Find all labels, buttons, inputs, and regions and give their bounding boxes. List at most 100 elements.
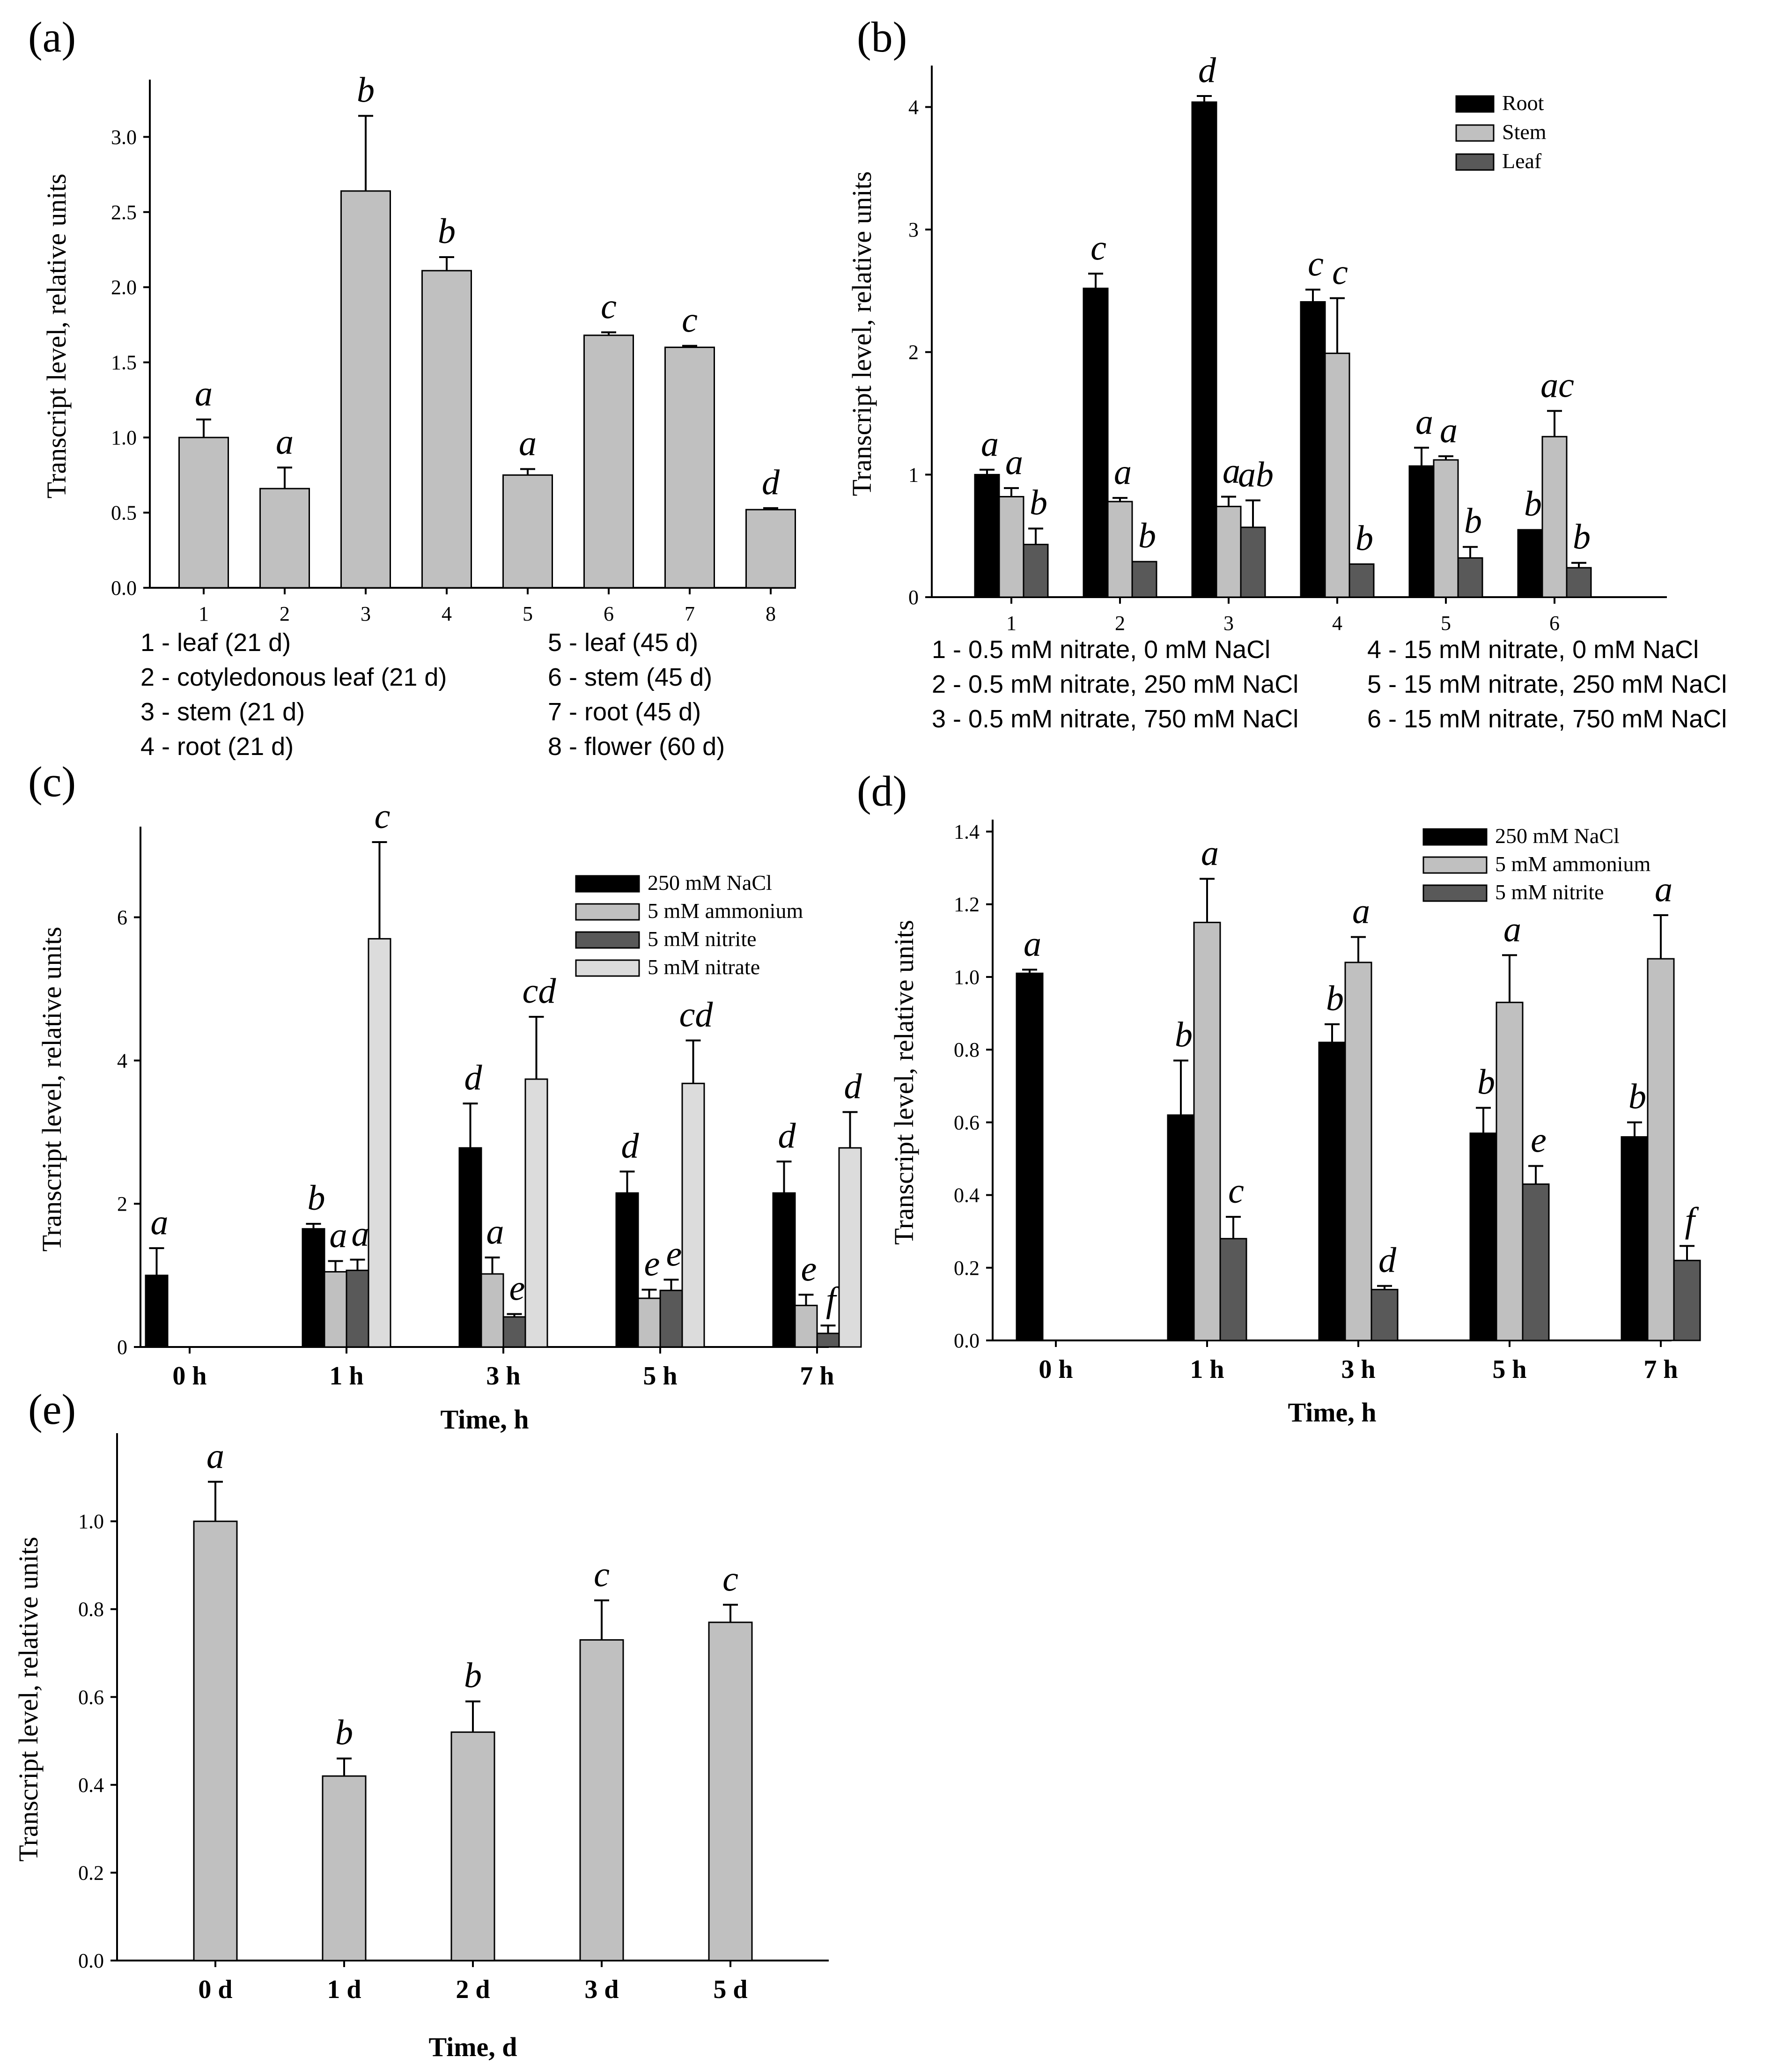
significance-letter: c: [1308, 244, 1324, 283]
y-tick-label: 0.8: [78, 1598, 104, 1621]
significance-letter: cd: [679, 995, 714, 1035]
y-tick-label: 2: [117, 1192, 127, 1215]
bar-b-stem-2: [1216, 505, 1242, 598]
bar-c-5-mm-nitrite-1: [346, 1269, 369, 1348]
y-tick-label: 4: [117, 1049, 127, 1072]
significance-letter: a: [1655, 870, 1672, 909]
x-tick-label: 0 d: [198, 1975, 232, 2004]
category-note: 5 - 15 mM nitrate, 250 mM NaCl: [1367, 670, 1727, 698]
bar-b-stem-5: [1541, 436, 1568, 598]
legend-label: 5 mM ammonium: [1495, 852, 1650, 876]
significance-letter: b: [1138, 516, 1156, 555]
significance-letter: e: [644, 1244, 660, 1284]
x-tick-label: 8: [766, 602, 776, 625]
category-note: 2 - cotyledonous leaf (21 d): [140, 663, 447, 691]
x-tick-label: 1 h: [329, 1362, 363, 1391]
x-tick-label: 4: [1332, 612, 1342, 635]
significance-letter: ab: [1238, 455, 1274, 494]
bar-c-250-mm-nacl-1: [302, 1228, 325, 1348]
legend-swatch: [575, 931, 640, 949]
category-note: 3 - 0.5 mM nitrate, 750 mM NaCl: [932, 705, 1298, 733]
significance-letter: b: [1175, 1015, 1193, 1054]
significance-letter: d: [1378, 1241, 1397, 1280]
legend-swatch: [1422, 828, 1488, 846]
y-tick-label: 1: [908, 463, 919, 486]
bar-b-leaf-4: [1457, 557, 1483, 598]
legend-swatch: [575, 959, 640, 977]
category-notes: 1 - leaf (21 d) 2 - cotyledonous leaf (21…: [140, 629, 725, 761]
bar-c-5-mm-nitrite-3: [659, 1289, 683, 1348]
bar-c-250-mm-nacl-2: [458, 1147, 482, 1348]
bar-d-5-mm-nitrite-3: [1522, 1183, 1550, 1341]
legend-swatch: [575, 903, 640, 921]
significance-letter: c: [682, 300, 698, 340]
significance-letter: b: [1356, 518, 1373, 558]
bar-a-series-1: [259, 488, 310, 589]
significance-letter: c: [722, 1559, 738, 1598]
category-note: 4 - 15 mM nitrate, 0 mM NaCl: [1367, 636, 1699, 664]
x-tick-label: 1: [199, 602, 209, 625]
bar-b-root-1: [1083, 288, 1109, 598]
chart-d: (d) 0.0 0.2 0.4 0.6 0.8 1.0 1.2 1.4 Transcript le…: [857, 767, 1701, 1428]
significance-letter: e: [1531, 1120, 1547, 1160]
y-axis-label: Transcript level, relative units: [889, 920, 919, 1245]
significance-letter: a: [1440, 411, 1458, 450]
significance-letter: d: [762, 463, 780, 502]
significance-letter: d: [1198, 51, 1216, 90]
bar-d-5-mm-ammonium-4: [1647, 958, 1675, 1341]
significance-letter: b: [308, 1178, 325, 1218]
legend-label: 250 mM NaCl: [648, 871, 772, 895]
bar-c-5-mm-ammonium-1: [324, 1271, 347, 1348]
bar-d-5-mm-nitrite-2: [1370, 1288, 1399, 1341]
y-tick-label: 1.2: [954, 893, 980, 916]
y-tick-label: 2.0: [111, 276, 137, 299]
significance-letter: cd: [523, 971, 557, 1011]
bar-d-5-mm-nitrite-4: [1673, 1259, 1701, 1341]
chart-a: (a) 0.0 0.5 1.0 1.5 2.0 2.5 3.0 Transcript level…: [28, 13, 796, 761]
category-note: 3 - stem (21 d): [140, 698, 305, 726]
significance-letter: a: [206, 1436, 224, 1476]
x-axis-label: Time, d: [428, 2032, 517, 2062]
legend-swatch: [1455, 153, 1495, 171]
y-axis-label: Transcript level, relative units: [41, 174, 72, 499]
x-tick-label: 0 h: [172, 1362, 206, 1391]
bar-a-series-0: [178, 437, 229, 589]
significance-letter: c: [594, 1555, 610, 1594]
x-tick-label: 4: [442, 602, 452, 625]
significance-letter: ac: [1540, 365, 1574, 405]
significance-letter: c: [601, 287, 617, 326]
legend-swatch: [1455, 124, 1495, 142]
significance-letter: a: [519, 423, 537, 463]
significance-letter: f: [826, 1280, 840, 1319]
legend-label: 250 mM NaCl: [1495, 824, 1620, 848]
significance-letter: b: [1326, 979, 1344, 1018]
legend: 250 mM NaCl 5 mM ammonium 5 mM nitrite 5 mM…: [575, 871, 803, 979]
bar-b-root-5: [1517, 529, 1543, 598]
y-tick-label: 1.0: [78, 1510, 104, 1533]
legend-label: 5 mM ammonium: [648, 899, 803, 923]
significance-letter: b: [1464, 502, 1482, 541]
y-tick-label: 0.6: [78, 1686, 104, 1709]
bar-c-5-mm-nitrate-2: [524, 1078, 548, 1348]
significance-letter: a: [486, 1212, 504, 1251]
bar-a-series-4: [502, 474, 553, 589]
significance-letter: a: [1223, 451, 1240, 490]
bar-d-250-mm-nacl-3: [1469, 1132, 1497, 1341]
x-tick-label: 1 h: [1190, 1355, 1224, 1384]
bar-c-5-mm-nitrate-3: [681, 1082, 705, 1348]
bar-b-leaf-1: [1131, 561, 1157, 598]
y-tick-label: 0: [908, 586, 919, 609]
significance-letter: c: [1332, 253, 1348, 292]
bar-b-stem-1: [1107, 501, 1133, 598]
bar-b-leaf-3: [1348, 563, 1375, 598]
bar-c-5-mm-ammonium-4: [794, 1304, 818, 1348]
bar-a-series-2: [340, 190, 391, 589]
y-tick-label: 1.4: [954, 821, 980, 844]
bar-c-250-mm-nacl-0: [145, 1274, 169, 1348]
significance-letter: b: [1628, 1077, 1646, 1116]
x-tick-label: 2: [1115, 612, 1125, 635]
bar-b-leaf-0: [1023, 544, 1049, 598]
x-tick-label: 6: [604, 602, 614, 625]
x-tick-label: 3 h: [1341, 1355, 1375, 1384]
